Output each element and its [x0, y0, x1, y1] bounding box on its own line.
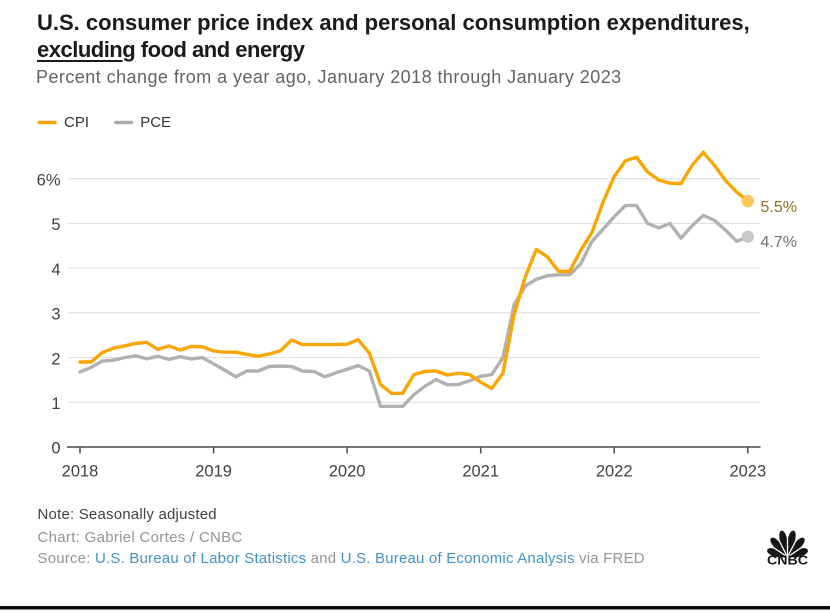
svg-text:2: 2	[51, 350, 60, 368]
svg-text:4: 4	[51, 261, 60, 279]
svg-text:2020: 2020	[329, 463, 366, 481]
svg-text:CPI: CPI	[64, 114, 89, 131]
svg-text:4.7%: 4.7%	[761, 234, 797, 251]
svg-text:2019: 2019	[195, 463, 232, 481]
svg-text:5: 5	[51, 216, 60, 234]
svg-text:6%: 6%	[37, 171, 61, 189]
svg-text:2023: 2023	[729, 463, 766, 481]
svg-text:0: 0	[51, 440, 60, 458]
svg-text:2022: 2022	[596, 463, 633, 481]
svg-text:2021: 2021	[462, 463, 499, 481]
svg-text:CNBC: CNBC	[767, 554, 808, 568]
svg-text:3: 3	[51, 306, 60, 324]
svg-text:5.5%: 5.5%	[761, 199, 797, 216]
svg-text:PCE: PCE	[140, 114, 171, 131]
svg-text:2018: 2018	[62, 463, 99, 481]
svg-text:1: 1	[51, 395, 60, 413]
